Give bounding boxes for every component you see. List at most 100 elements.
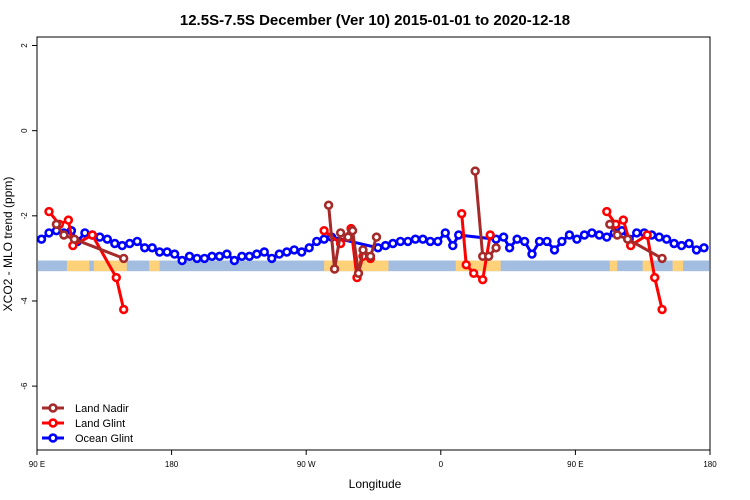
ocean-glint-point: [192, 253, 202, 264]
y-tick-label: -2: [20, 212, 29, 220]
land-glint-point: [118, 304, 129, 315]
land-nadir-point: [612, 230, 622, 240]
ocean-glint-point: [132, 236, 142, 247]
ocean-glint-point: [579, 230, 590, 240]
x-tick-label: 90 E: [29, 460, 45, 469]
ocean-glint-point: [631, 228, 642, 238]
ocean-glint-point: [418, 234, 428, 244]
y-axis-label: XCO2 - MLO trend (ppm): [1, 177, 15, 312]
legend-swatch-marker: [48, 433, 58, 443]
land-patch: [455, 260, 501, 272]
ocean-glint-point: [587, 228, 597, 238]
land-glint-point: [642, 230, 652, 240]
x-tick-label: 90 W: [297, 460, 316, 469]
land-nadir-point: [343, 232, 353, 242]
land-glint-point: [602, 206, 612, 217]
x-tick-label: 180: [703, 460, 717, 469]
land-nadir-point: [329, 264, 340, 274]
ocean-glint-point: [199, 253, 210, 264]
ocean-glint-point: [425, 236, 435, 247]
land-patch: [149, 260, 160, 272]
ocean-glint-point: [519, 236, 530, 247]
ocean-glint-point: [207, 251, 217, 261]
ocean-glint-point: [410, 234, 421, 244]
land-glint-point: [87, 230, 98, 240]
ocean-glint-point: [110, 238, 120, 249]
plot-background: [38, 260, 709, 272]
ocean-glint-point: [259, 247, 269, 257]
ocean-glint-point: [454, 230, 464, 240]
ocean-glint-point: [117, 240, 127, 251]
land-nadir-point: [118, 253, 129, 264]
land-glint-point: [319, 226, 329, 236]
land-nadir-line: [473, 170, 498, 258]
land-nadir-series: [51, 166, 667, 278]
land-nadir-line: [55, 223, 125, 260]
land-nadir-point: [622, 234, 633, 244]
land-nadir-point: [69, 234, 80, 244]
land-glint-point: [457, 209, 467, 219]
ocean-glint-point: [527, 249, 537, 259]
land-glint-point: [111, 272, 122, 283]
ocean-glint-point: [147, 243, 157, 253]
x-axis-label: Longitude: [349, 477, 402, 491]
land-nadir-point: [353, 268, 364, 278]
ocean-glint-point: [549, 245, 560, 255]
ocean-glint-point: [654, 232, 664, 242]
ocean-glint-point: [237, 251, 247, 261]
legend: Land Nadir Land Glint Ocean Glint: [42, 403, 133, 445]
ocean-glint-point: [669, 238, 679, 249]
land-glint-point: [478, 275, 488, 285]
y-tick-label: 2: [20, 43, 29, 48]
legend-swatch-marker: [48, 418, 58, 428]
land-glint-point: [469, 268, 479, 278]
ocean-glint-point: [534, 236, 545, 247]
ocean-glint-point: [289, 245, 299, 255]
x-axis: 90 E 180 90 W 0 90 E 180: [29, 450, 717, 469]
ocean-glint-point: [504, 243, 515, 253]
ocean-glint-point: [244, 251, 255, 261]
ocean-glint-point: [184, 251, 195, 261]
land-patch: [609, 260, 618, 272]
ocean-glint-point: [661, 234, 672, 244]
land-nadir-point: [657, 253, 667, 264]
land-nadir-point: [484, 251, 494, 261]
ocean-glint-point: [312, 236, 322, 247]
legend-item: Ocean Glint: [42, 433, 133, 445]
ocean-glint-point: [433, 236, 443, 247]
ocean-glint-point: [274, 249, 284, 259]
ocean-glint-point: [124, 238, 135, 249]
ocean-glint-point: [602, 232, 612, 242]
ocean-glint-point: [102, 234, 113, 244]
y-tick-label: -6: [20, 382, 29, 390]
ocean-glint-point: [676, 240, 687, 251]
legend-swatch-marker: [48, 403, 58, 413]
ocean-glint-point: [304, 243, 314, 253]
land-nadir-point: [605, 219, 615, 230]
land-patch: [642, 260, 654, 272]
ocean-glint-point: [498, 232, 509, 242]
ocean-glint-point: [319, 234, 329, 244]
ocean-glint-point: [162, 247, 172, 257]
ocean-glint-point: [448, 240, 458, 251]
ocean-glint-point: [594, 230, 604, 240]
land-glint-point: [461, 260, 471, 270]
land-nadir-point: [470, 166, 480, 176]
land-patch: [672, 260, 684, 272]
ocean-glint-point: [380, 240, 391, 251]
ocean-glint-point: [140, 243, 150, 253]
ocean-glint-point: [440, 228, 450, 238]
land-nadir-line: [608, 223, 663, 260]
ocean-glint-point: [297, 247, 307, 257]
y-axis: 2 0 -2 -4 -6: [20, 43, 37, 390]
ocean-glint-point: [222, 249, 232, 259]
land-nadir-point: [323, 200, 334, 210]
legend-item: Land Nadir: [42, 403, 129, 415]
ocean-glint-point: [169, 249, 180, 259]
y-tick-label: -4: [20, 297, 29, 305]
ocean-glint-point: [699, 243, 709, 253]
y-tick-label: 0: [20, 128, 29, 133]
land-glint-point: [63, 215, 74, 225]
x-tick-label: 90 E: [567, 460, 583, 469]
ocean-glint-point: [388, 238, 398, 249]
